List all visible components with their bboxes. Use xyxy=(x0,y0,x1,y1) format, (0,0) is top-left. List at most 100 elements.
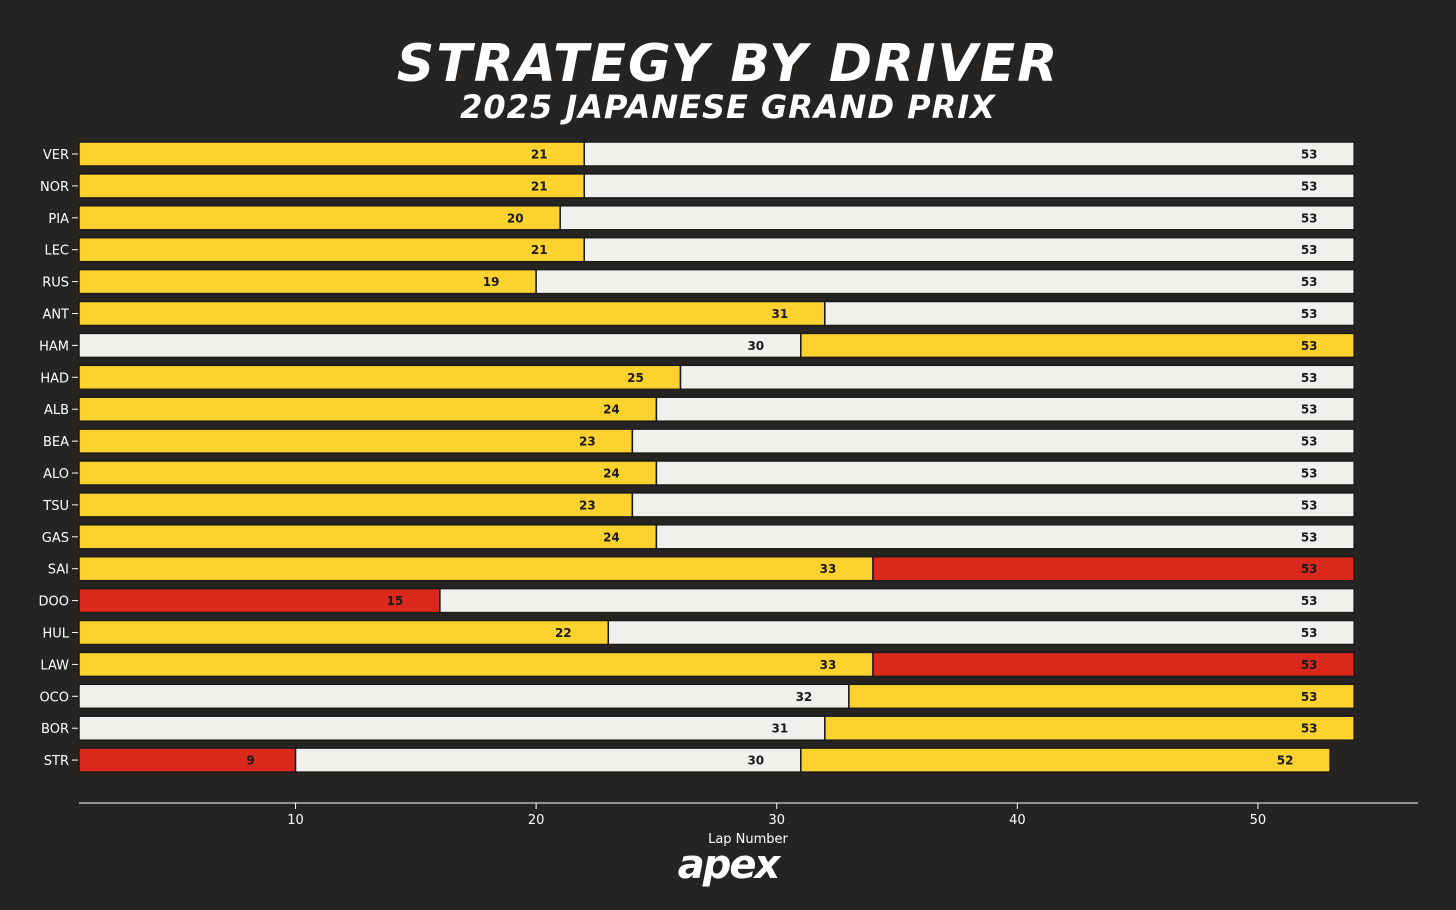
stint-end-label: 53 xyxy=(1301,307,1318,321)
driver-label-gas: GAS xyxy=(42,531,69,546)
chart-subtitle: 2025 JAPANESE GRAND PRIX xyxy=(460,88,996,126)
stint-bar-rus-2 xyxy=(535,268,1355,295)
stint-end-label: 53 xyxy=(1301,690,1318,704)
stint-end-label: 53 xyxy=(1301,467,1318,481)
driver-label-tsu: TSU xyxy=(42,499,69,514)
x-tick-label: 50 xyxy=(1250,813,1267,828)
stint-bar-ham-1 xyxy=(78,332,802,359)
stint-bar-pia-2 xyxy=(559,205,1355,231)
stint-end-label: 53 xyxy=(1301,498,1318,512)
driver-label-bor: BOR xyxy=(41,722,69,737)
stint-bar-ham-2 xyxy=(800,332,1355,359)
x-tick-label: 40 xyxy=(1009,813,1026,828)
stint-bar-str-3 xyxy=(800,747,1331,773)
stint-bar-ver-1 xyxy=(78,141,586,167)
stint-end-label: 30 xyxy=(747,754,764,768)
stint-end-label: 9 xyxy=(246,754,254,768)
stint-bar-had-1 xyxy=(78,364,682,391)
driver-label-bea: BEA xyxy=(43,435,69,450)
stint-bar-lec-2 xyxy=(583,236,1355,263)
stint-bar-lec-1 xyxy=(78,236,586,263)
stint-bar-ver-2 xyxy=(583,141,1355,167)
stint-bar-alb-2 xyxy=(655,396,1355,422)
stint-end-label: 21 xyxy=(531,148,548,162)
stint-end-label: 53 xyxy=(1301,722,1318,736)
stint-end-label: 21 xyxy=(531,243,548,257)
stint-end-label: 19 xyxy=(483,275,500,289)
stint-end-label: 53 xyxy=(1301,594,1318,608)
driver-label-ver: VER xyxy=(43,148,69,163)
driver-label-hul: HUL xyxy=(42,627,69,642)
stint-end-label: 53 xyxy=(1301,211,1318,225)
stint-end-label: 53 xyxy=(1301,626,1318,640)
stint-end-label: 22 xyxy=(555,626,572,640)
driver-label-lec: LEC xyxy=(44,244,69,259)
stint-end-label: 53 xyxy=(1301,562,1318,576)
x-tick-label: 10 xyxy=(287,813,304,828)
stint-bar-bea-2 xyxy=(631,428,1355,454)
x-axis-label: Lap Number xyxy=(708,832,788,847)
stint-bar-gas-1 xyxy=(78,524,658,550)
stint-end-label: 25 xyxy=(627,371,644,385)
driver-label-str: STR xyxy=(44,754,69,769)
driver-label-alb: ALB xyxy=(44,403,69,418)
driver-label-alo: ALO xyxy=(43,467,69,482)
stint-bar-gas-2 xyxy=(655,524,1355,550)
stint-end-label: 53 xyxy=(1301,148,1318,162)
stint-end-label: 53 xyxy=(1301,243,1318,257)
stint-bar-alo-1 xyxy=(78,460,658,486)
driver-label-had: HAD xyxy=(40,371,69,386)
stint-end-label: 24 xyxy=(603,530,620,544)
stint-bar-alb-1 xyxy=(78,396,658,422)
stint-bar-nor-2 xyxy=(583,173,1355,199)
stint-bar-tsu-1 xyxy=(78,492,634,518)
stint-bar-ant-1 xyxy=(78,300,826,327)
driver-label-sai: SAI xyxy=(48,563,69,578)
x-tick-label: 30 xyxy=(768,813,785,828)
stint-bar-bor-1 xyxy=(78,715,826,741)
stint-bar-had-2 xyxy=(679,364,1355,391)
stint-end-label: 52 xyxy=(1277,754,1294,768)
stint-end-label: 53 xyxy=(1301,179,1318,193)
stint-bar-sai-2 xyxy=(872,555,1355,582)
stint-bar-law-1 xyxy=(78,651,874,678)
stint-bar-bea-1 xyxy=(78,428,634,454)
stint-end-label: 33 xyxy=(820,658,837,672)
stint-end-label: 53 xyxy=(1301,339,1318,353)
stint-bar-bor-2 xyxy=(824,715,1355,741)
stint-bar-alo-2 xyxy=(655,460,1355,486)
stint-bar-str-2 xyxy=(294,747,802,773)
stint-bar-pia-1 xyxy=(78,205,561,231)
stint-end-label: 30 xyxy=(747,339,764,353)
driver-label-ham: HAM xyxy=(39,339,69,354)
stint-end-label: 53 xyxy=(1301,530,1318,544)
stint-bar-rus-1 xyxy=(78,268,537,295)
stint-bar-doo-2 xyxy=(439,587,1355,614)
stint-bar-law-2 xyxy=(872,651,1355,678)
stint-bar-sai-1 xyxy=(78,555,874,582)
stint-end-label: 53 xyxy=(1301,275,1318,289)
driver-label-pia: PIA xyxy=(48,212,69,227)
stint-bar-hul-2 xyxy=(607,619,1355,646)
stint-end-label: 24 xyxy=(603,467,620,481)
stint-end-label: 53 xyxy=(1301,371,1318,385)
stint-bar-hul-1 xyxy=(78,619,610,646)
stint-end-label: 31 xyxy=(772,307,789,321)
stint-bar-tsu-2 xyxy=(631,492,1355,518)
driver-label-nor: NOR xyxy=(40,180,69,195)
stint-bar-oco-2 xyxy=(848,683,1355,710)
stint-bar-ant-2 xyxy=(824,300,1355,327)
stint-bar-nor-1 xyxy=(78,173,586,199)
stint-end-label: 32 xyxy=(796,690,813,704)
stint-end-label: 20 xyxy=(507,211,524,225)
stint-end-label: 31 xyxy=(772,722,789,736)
stint-end-label: 53 xyxy=(1301,658,1318,672)
stint-end-label: 24 xyxy=(603,403,620,417)
stint-end-label: 21 xyxy=(531,179,548,193)
driver-label-rus: RUS xyxy=(42,276,69,291)
driver-label-ant: ANT xyxy=(42,308,69,323)
driver-label-law: LAW xyxy=(40,658,69,673)
stint-bar-str-1 xyxy=(78,747,297,773)
stint-end-label: 15 xyxy=(387,594,404,608)
